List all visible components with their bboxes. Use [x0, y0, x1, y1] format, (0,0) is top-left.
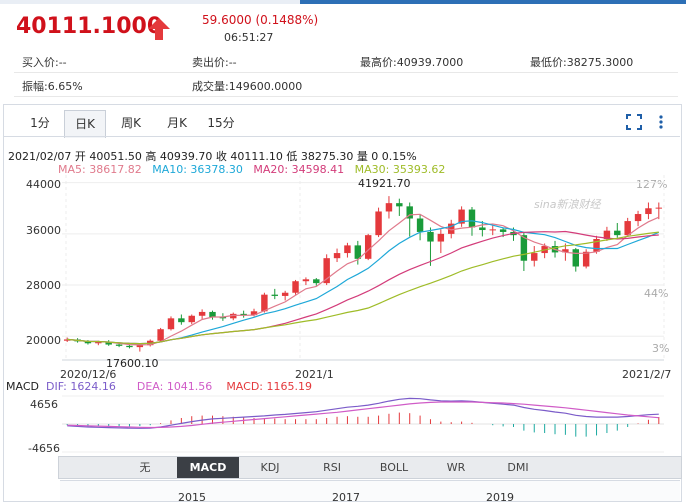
macd-value-label: MACD: 1165.19	[226, 380, 312, 393]
tab-divider	[4, 136, 680, 137]
high-annotation: 41921.70	[358, 177, 411, 190]
macd-title: MACD	[6, 380, 39, 393]
x-tick-2020-12-6: 2020/12/6	[60, 368, 117, 381]
top-strip	[0, 0, 686, 4]
info-row-1: 买入价:-- 卖出价:-- 最高价:40939.7000 最低价:38275.3…	[14, 50, 678, 73]
indicator-tab-macd[interactable]: MACD	[177, 457, 239, 478]
ma5-label: MA5: 38617.82	[58, 163, 142, 176]
macd-y-tick-neg: -4656	[28, 442, 60, 455]
macd-legend: MACD DIF: 1624.16 DEA: 1041.56 MACD: 116…	[6, 380, 312, 393]
timeline-year-2019: 2019	[486, 491, 514, 504]
ma10-label: MA10: 36378.30	[152, 163, 243, 176]
amplitude: 振幅:6.65%	[22, 80, 83, 93]
bid-price: 买入价:--	[22, 56, 67, 69]
pct-tick-127: 127%	[636, 178, 668, 191]
dea-label: DEA: 1041.56	[136, 380, 213, 393]
price-change: 59.6000 (0.1488%)	[202, 13, 319, 27]
y-tick-44000: 44000	[26, 178, 61, 191]
tab-15min[interactable]: 15分	[207, 116, 235, 130]
more-options-icon[interactable]	[657, 114, 665, 130]
tab-daily-k[interactable]: 日K	[64, 110, 106, 138]
top-strip-accent	[300, 0, 686, 4]
tab-1min[interactable]: 1分	[30, 116, 50, 130]
high-price: 最高价:40939.7000	[360, 56, 464, 69]
x-tick-2021-2-7: 2021/2/7	[622, 368, 672, 381]
timeline-year-2015: 2015	[178, 491, 206, 504]
ma-legend: MA5: 38617.82 MA10: 36378.30 MA20: 34598…	[58, 163, 445, 176]
indicator-tab-kdj[interactable]: KDJ	[260, 461, 280, 474]
x-tick-2021-1: 2021/1	[295, 368, 334, 381]
y-tick-20000: 20000	[26, 334, 61, 347]
fullscreen-icon[interactable]	[626, 114, 642, 130]
ma20-label: MA20: 34598.41	[253, 163, 345, 176]
ask-price: 卖出价:--	[192, 56, 237, 69]
indicator-tab-rsi[interactable]: RSI	[323, 461, 341, 474]
dif-label: DIF: 1624.16	[45, 380, 116, 393]
macd-y-tick-pos: 4656	[30, 398, 58, 411]
volume: 成交量:149600.0000	[192, 80, 303, 93]
indicator-tab-dmi[interactable]: DMI	[507, 461, 529, 474]
low-price: 最低价:38275.3000	[530, 56, 634, 69]
tab-monthly-k[interactable]: 月K	[167, 116, 187, 130]
indicator-tab-wr[interactable]: WR	[446, 461, 466, 474]
candle-info-line: 2021/02/07 开 40051.50 高 40939.70 收 40111…	[8, 150, 417, 163]
indicator-tab-boll[interactable]: BOLL	[379, 461, 409, 474]
quote-time: 06:51:27	[224, 31, 274, 44]
indicator-tab-none[interactable]: 无	[139, 461, 151, 474]
y-tick-36000: 36000	[26, 224, 61, 237]
pct-tick-3: 3%	[652, 342, 670, 355]
y-tick-28000: 28000	[26, 279, 61, 292]
pct-tick-44: 44%	[644, 287, 669, 300]
timeline-year-2017: 2017	[332, 491, 360, 504]
current-price: 40111.1000	[16, 14, 163, 39]
tab-weekly-k[interactable]: 周K	[121, 116, 141, 130]
watermark-logo: sina新浪财经	[534, 198, 601, 211]
up-arrow-icon	[148, 18, 170, 40]
indicator-tabs: 无 MACD KDJ RSI BOLL WR DMI	[58, 456, 682, 479]
low-annotation: 17600.10	[106, 357, 159, 370]
info-row-2: 振幅:6.65% 成交量:149600.0000	[14, 74, 678, 97]
timeline-navigator[interactable]: 2015 2017 2019	[60, 480, 680, 504]
ma30-label: MA30: 35393.62	[354, 163, 446, 176]
